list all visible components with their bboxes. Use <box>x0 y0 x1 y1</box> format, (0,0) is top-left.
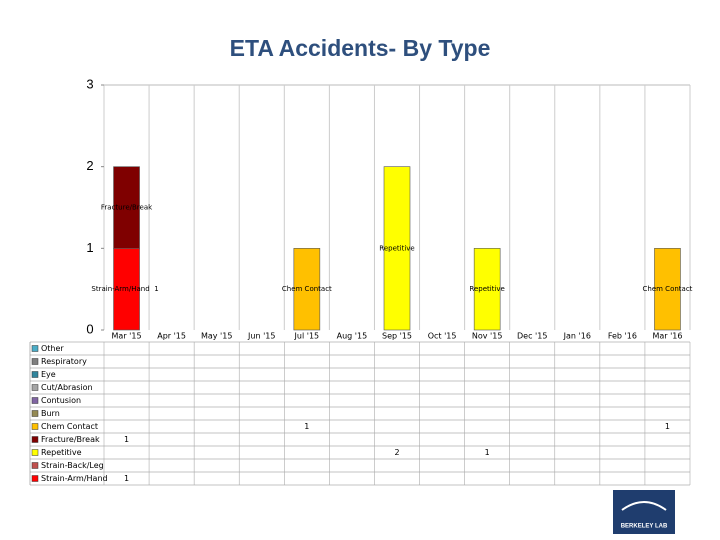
x-tick-label: Dec '15 <box>517 332 547 341</box>
bar-segment <box>383 166 411 331</box>
x-tick-label: Mar '16 <box>652 332 682 341</box>
table-value: 1 <box>304 422 309 431</box>
legend-swatch <box>31 436 39 443</box>
legend-label: Repetitive <box>41 448 82 457</box>
table-value: 1 <box>124 435 129 444</box>
data-label: Chem Contact <box>643 285 693 293</box>
y-tick-label: 3 <box>86 76 93 91</box>
x-tick-label: Jun '15 <box>247 332 275 341</box>
y-tick-label: 0 <box>86 321 93 336</box>
legend-swatch <box>31 384 39 391</box>
data-label: Repetitive <box>469 285 504 293</box>
data-label-value: 1 <box>154 285 158 293</box>
legend-label: Chem Contact <box>41 422 98 431</box>
data-label: Chem Contact <box>282 285 332 293</box>
x-tick-label: Jul '15 <box>294 332 320 341</box>
x-tick-label: Apr '15 <box>157 332 186 341</box>
legend-label: Strain-Arm/Hand <box>41 474 108 483</box>
legend-swatch <box>31 475 39 482</box>
data-label: Fracture/Break <box>101 204 153 212</box>
legend-label: Other <box>41 344 64 353</box>
legend-label: Eye <box>41 370 56 379</box>
legend-swatch <box>31 410 39 417</box>
y-tick-label: 2 <box>86 158 93 173</box>
table-value: 1 <box>124 474 129 483</box>
bar-segment <box>113 166 140 249</box>
table-value: 1 <box>485 448 490 457</box>
bar-segment <box>113 248 140 331</box>
legend-label: Contusion <box>41 396 81 405</box>
x-tick-label: Feb '16 <box>608 332 637 341</box>
x-tick-label: Jan '16 <box>563 332 591 341</box>
legend-label: Fracture/Break <box>41 435 100 444</box>
x-tick-label: Nov '15 <box>472 332 503 341</box>
logo-box <box>613 490 675 534</box>
x-tick-label: Sep '15 <box>382 332 412 341</box>
logo: BERKELEY LAB <box>613 490 675 534</box>
x-tick-label: Oct '15 <box>428 332 457 341</box>
logo-text: BERKELEY LAB <box>621 524 668 530</box>
legend-swatch <box>31 397 39 404</box>
legend-label: Respiratory <box>41 357 87 366</box>
legend-swatch <box>31 423 39 430</box>
legend-label: Cut/Abrasion <box>41 383 93 392</box>
chart-title: ETA Accidents- By Type <box>230 35 491 61</box>
legend-swatch <box>31 371 39 378</box>
legend-swatch <box>31 345 39 352</box>
bar-segment <box>654 248 681 331</box>
bar-segment <box>293 248 321 331</box>
legend-label: Strain-Back/Leg <box>41 461 104 470</box>
table-value: 2 <box>394 448 399 457</box>
y-tick-label: 1 <box>86 240 93 255</box>
data-label: Repetitive <box>379 244 414 252</box>
data-label: Strain-Arm/Hand <box>91 285 149 293</box>
x-tick-label: Aug '15 <box>337 332 368 341</box>
bar-segment <box>473 248 501 331</box>
legend-label: Burn <box>41 409 60 418</box>
logo-arc <box>621 501 667 511</box>
table-value: 1 <box>665 422 670 431</box>
x-tick-label: May '15 <box>201 332 232 341</box>
legend-swatch <box>31 462 39 469</box>
legend-swatch <box>31 449 39 456</box>
legend-swatch <box>31 358 39 365</box>
x-tick-label: Mar '15 <box>112 332 142 341</box>
